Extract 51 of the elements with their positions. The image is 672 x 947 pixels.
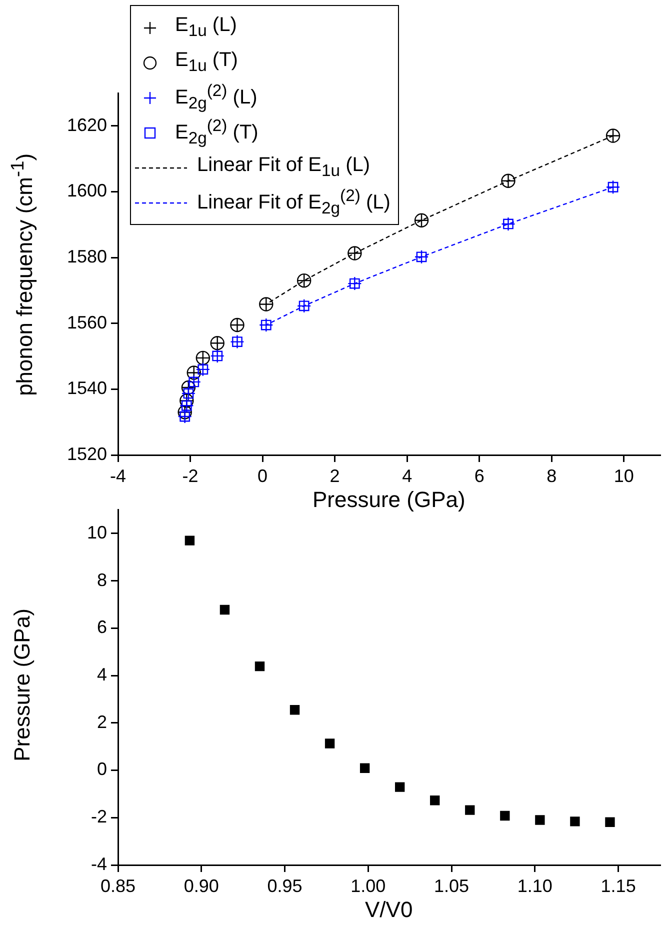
x-tick-label: 10 xyxy=(614,466,634,486)
legend-label: Linear Fit of E$_{2g}$$^{(2)}$ (L) xyxy=(197,186,390,219)
point xyxy=(605,817,615,827)
y-tick-label: 1600 xyxy=(66,180,107,201)
x-axis-title: Pressure (GPa) xyxy=(312,487,466,513)
x-tick-label: 1.15 xyxy=(600,876,636,896)
x-tick-label: -4 xyxy=(110,466,126,486)
legend-label: Linear Fit of E$_{1u}$ (L) xyxy=(197,154,370,181)
x-tick-label: 4 xyxy=(402,466,412,486)
legend-label: E$_{2g}$$^{(2)}$ (L) xyxy=(175,81,258,114)
point xyxy=(570,816,580,826)
point xyxy=(290,705,300,715)
y-tick-label: 4 xyxy=(96,664,107,685)
x-tick-label: 6 xyxy=(474,466,484,486)
y-axis-title: Pressure (GPa) xyxy=(8,608,35,762)
y-tick-label: 8 xyxy=(96,570,107,590)
x-tick-label: 0 xyxy=(258,466,268,486)
point xyxy=(184,536,195,546)
point xyxy=(465,805,475,815)
x-tick-label: 0.90 xyxy=(184,876,219,896)
x-axis-title: V/V0 xyxy=(365,897,413,923)
x-tick-label: 8 xyxy=(546,466,557,486)
legend-label: E$_{1u}$ (T) xyxy=(175,49,238,76)
x-tick-label: -2 xyxy=(182,466,198,486)
x-tick-label: 2 xyxy=(330,466,340,486)
point xyxy=(500,810,510,821)
point xyxy=(220,604,230,615)
legend-label: E$_{2g}$$^{(2)}$ (T) xyxy=(175,116,258,149)
y-tick-label: 1620 xyxy=(66,114,107,135)
y-tick-label: 1580 xyxy=(66,246,107,267)
x-tick-label: 1.10 xyxy=(517,876,552,896)
point xyxy=(430,796,440,806)
y-tick-label: 1540 xyxy=(66,378,107,398)
x-tick-label: 0.85 xyxy=(100,876,136,896)
y-tick-label: 2 xyxy=(96,712,107,732)
point xyxy=(395,782,405,792)
x-tick-label: 1.05 xyxy=(434,876,470,896)
legend-label: E$_{1u}$ (L) xyxy=(175,14,237,41)
y-tick-label: 10 xyxy=(86,522,107,542)
y-tick-label: 0 xyxy=(96,759,107,780)
y-tick-label: 1520 xyxy=(66,444,107,464)
y-tick-label: 6 xyxy=(96,617,107,638)
x-tick-label: 1.00 xyxy=(350,876,386,896)
point xyxy=(360,763,370,773)
point xyxy=(254,661,265,672)
x-tick-label: 0.95 xyxy=(267,876,302,896)
point xyxy=(324,738,335,748)
y-tick-label: -4 xyxy=(90,854,107,874)
point xyxy=(535,815,545,825)
y-tick-label: 1560 xyxy=(66,312,107,332)
y-tick-label: -2 xyxy=(90,806,107,827)
